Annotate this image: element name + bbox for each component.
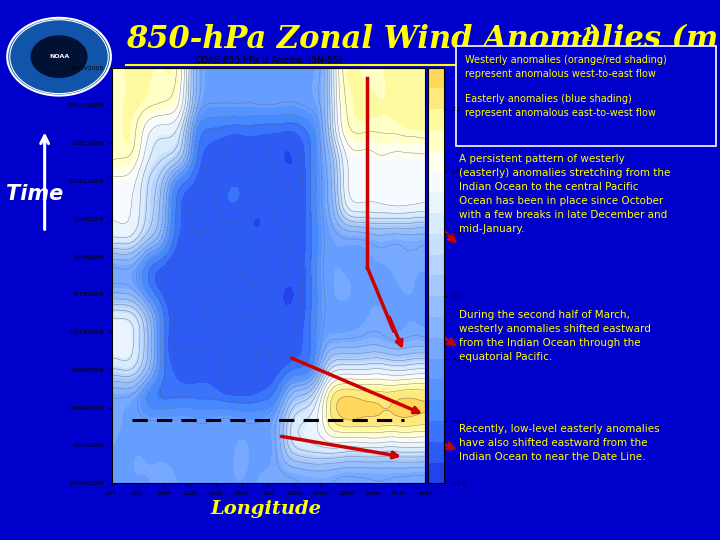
FancyBboxPatch shape [456,46,716,146]
Circle shape [7,18,111,96]
Text: Recently, low-level easterly anomalies
have also shifted eastward from the
India: Recently, low-level easterly anomalies h… [459,424,660,462]
Text: During the second half of March,
westerly anomalies shifted eastward
from the In: During the second half of March, westerl… [459,310,651,362]
Circle shape [30,35,88,78]
Text: NOAA: NOAA [49,54,69,59]
Text: -1: -1 [574,27,593,45]
Text: Time: Time [6,184,63,205]
Text: 850-hPa Zonal Wind Anomalies (m s: 850-hPa Zonal Wind Anomalies (m s [126,24,720,55]
Text: Longitude: Longitude [211,501,322,518]
Text: Easterly anomalies (blue shading)
represent anomalous east-to-west flow: Easterly anomalies (blue shading) repres… [465,94,656,118]
Title: CDAS 850 hPa U Anoms. (5N-5S): CDAS 850 hPa U Anoms. (5N-5S) [194,56,342,65]
Text: ): ) [586,24,600,55]
Text: A persistent pattern of westerly
(easterly) anomalies stretching from the
Indian: A persistent pattern of westerly (easter… [459,154,671,234]
Text: Westerly anomalies (orange/red shading)
represent anomalous west-to-east flow: Westerly anomalies (orange/red shading) … [465,55,667,79]
